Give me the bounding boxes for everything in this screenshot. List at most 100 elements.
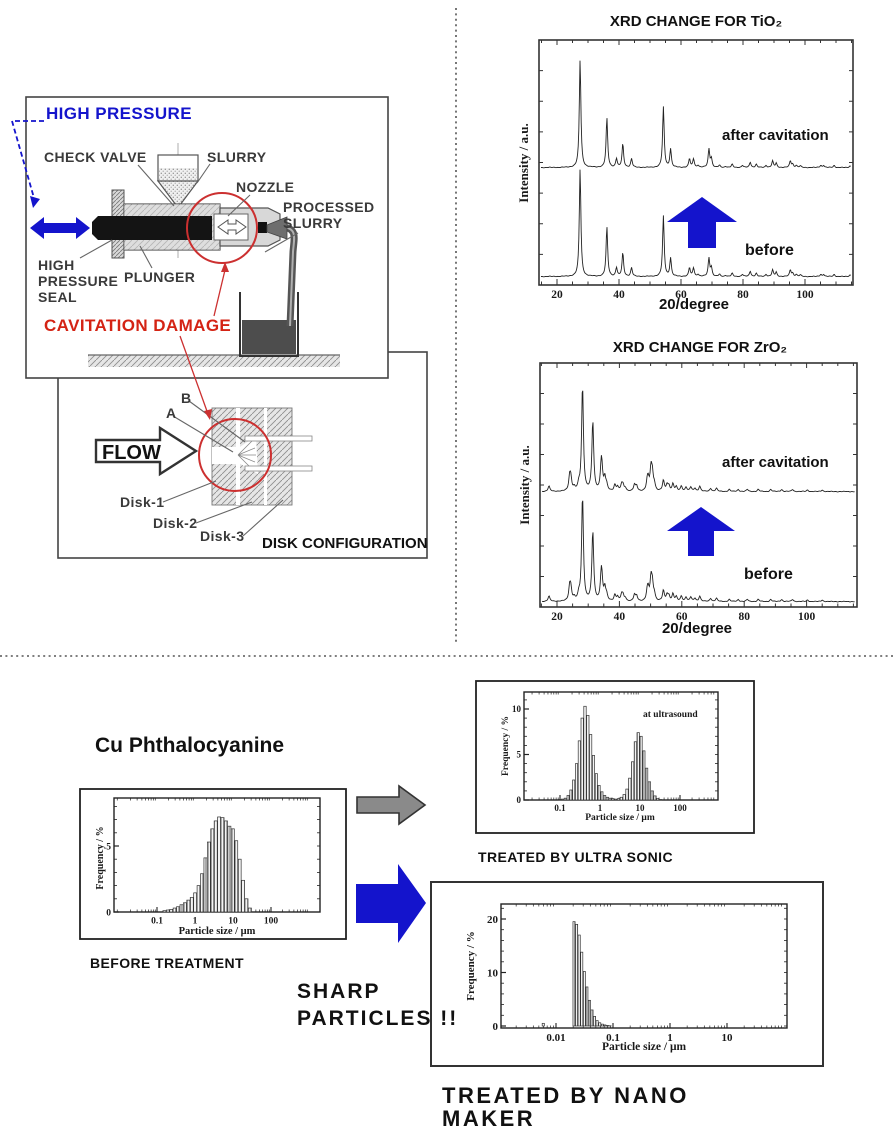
xrd-zro2-before-label: before [744, 566, 793, 583]
hp-seal-label-2: PRESSURE [38, 273, 118, 289]
tick-label: 10 [636, 803, 646, 813]
xrd-zro2-after-label: after cavitation [722, 454, 829, 471]
xrd-tio2-chart: XRD CHANGE FOR TiO₂ Intensity / a.u. 20/… [516, 13, 854, 313]
chart-shape [577, 740, 581, 801]
chart-shape [647, 781, 651, 801]
chart-shape [589, 734, 593, 801]
chart-shape [566, 795, 570, 801]
tick-label: 20 [551, 611, 563, 623]
tick-label: 100 [673, 803, 687, 813]
chart-shape [625, 788, 629, 801]
chart-shape [569, 789, 573, 801]
chart-shape [200, 873, 204, 913]
xrd-tio2-xlabel: 20/degree [659, 296, 729, 313]
leader-disk3 [242, 499, 284, 537]
apparatus-panel: HIGH PRESSURE CHECK VALVE SLURRY NOZZLE … [10, 96, 389, 420]
pump-body [92, 189, 288, 259]
chart-shape [561, 798, 565, 801]
chart-shape [653, 795, 657, 801]
ultra-ylabel: Frequency / % [501, 716, 511, 776]
flow-arrow-icon: FLOW [94, 425, 199, 477]
xrd-zro2-plot: 20 40 60 80 100 [539, 362, 858, 623]
tick-label: 10 [228, 917, 238, 927]
plunger-label: PLUNGER [124, 269, 195, 285]
tick-label: 100 [264, 917, 279, 927]
tick-label: 80 [737, 289, 749, 301]
tick-label: 100 [798, 611, 816, 623]
chart-shape [614, 798, 618, 801]
leader-a [172, 415, 234, 453]
chart-shape [203, 857, 208, 913]
red-down-arrowhead-icon [204, 409, 212, 420]
chart-shape [619, 796, 623, 801]
chart-shape [600, 791, 604, 801]
before-treatment-caption: BEFORE TREATMENT [90, 955, 244, 971]
point-a-label: A [166, 405, 177, 421]
high-pressure-indicator [10, 120, 90, 239]
tick-label: 0 [493, 1021, 499, 1033]
disk-configuration-panel: FLOW B A Disk-1 Disk-2 Disk-3 DISK CONFI… [57, 351, 428, 559]
blue-right-arrow-icon [356, 864, 426, 943]
tick-label: 60 [676, 611, 688, 623]
tick-label: 5 [517, 750, 522, 760]
chart-shape [500, 903, 788, 1029]
slurry-hopper [156, 143, 200, 258]
cavitation-zone-circle [198, 418, 272, 492]
disk2-label: Disk-2 [153, 515, 197, 531]
chart-shape [594, 773, 598, 801]
chart-shape [598, 1022, 602, 1027]
chart-shape [587, 999, 591, 1027]
high-pressure-label: HIGH PRESSURE [46, 104, 192, 123]
chart-shape [633, 741, 637, 801]
xrd-tio2-before-label: before [745, 242, 794, 259]
disk3-label: Disk-3 [200, 528, 244, 544]
chart-shape [210, 828, 215, 913]
tick-label: 1 [667, 1032, 673, 1044]
before-plot: 0.1 1 10 100 0 5 [106, 797, 321, 927]
chart-shape [541, 1022, 545, 1027]
chart-shape [580, 717, 584, 801]
chart-shape [572, 779, 576, 801]
slurry-label: SLURRY [207, 149, 267, 165]
chart-shape [586, 715, 590, 801]
cavitation-leader-down [179, 335, 209, 415]
xrd-tio2-after-label: after cavitation [722, 127, 829, 144]
chart-shape [540, 169, 851, 278]
chart-shape [176, 906, 180, 913]
chart-shape [196, 885, 201, 913]
tick-label: 20 [551, 289, 563, 301]
chart-shape [577, 934, 581, 1027]
nozzle-cavitation-circle [186, 192, 258, 264]
tick-label: 5 [106, 842, 111, 852]
disk-configuration-caption: DISK CONFIGURATION [262, 535, 428, 552]
xrd-zro2-ylabel: Intensity / a.u. [517, 445, 532, 524]
ultra-sonic-chart: Frequency / % Particle size / μm at ultr… [475, 680, 755, 834]
tick-label: 0.1 [606, 1032, 620, 1044]
check-valve-label: CHECK VALVE [44, 149, 147, 165]
chart-shape [593, 1016, 596, 1027]
tick-label: 40 [614, 611, 626, 623]
chart-shape [207, 841, 211, 913]
blue-arrowhead-icon [30, 196, 40, 208]
tick-label: 20 [487, 914, 499, 926]
chart-shape [230, 828, 235, 913]
chart-shape [622, 794, 626, 801]
chart-shape [244, 898, 249, 913]
leader-b [188, 400, 246, 443]
point-b-label: B [181, 390, 192, 406]
xrd-tio2-title: XRD CHANGE FOR TiO₂ [610, 13, 782, 30]
chart-shape [603, 795, 607, 801]
red-up-arrowhead-icon [221, 262, 229, 272]
chart-shape [237, 858, 242, 913]
tick-label: 0.1 [151, 917, 163, 927]
tick-label: 1 [598, 803, 603, 813]
nano-maker-caption-line1: TREATED BY NANO [442, 1083, 689, 1108]
nozzle-orifice [258, 222, 267, 233]
chart-shape [162, 910, 167, 913]
chart-shape [639, 735, 643, 801]
chart-shape [656, 798, 660, 801]
chart-shape [541, 390, 855, 493]
chart-shape [617, 798, 621, 801]
leader-disk2 [195, 501, 253, 524]
chart-shape [636, 732, 640, 801]
